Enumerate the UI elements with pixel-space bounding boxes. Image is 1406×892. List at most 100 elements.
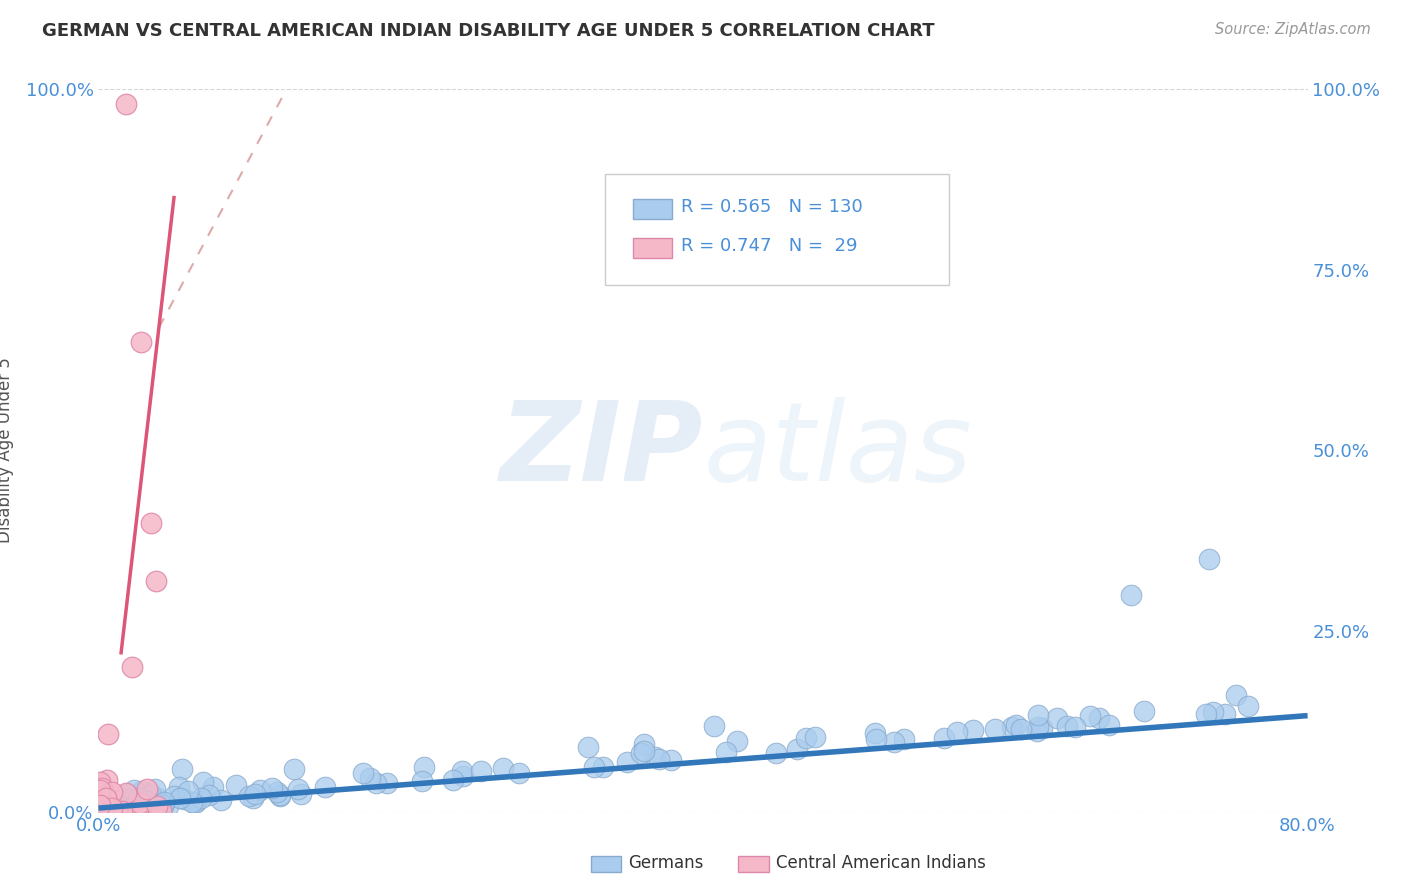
Point — [648, 752, 671, 766]
Point — [97, 727, 120, 741]
Point — [105, 802, 128, 816]
Point — [1010, 723, 1032, 737]
Point — [135, 794, 157, 808]
Point — [1201, 706, 1223, 720]
Point — [114, 786, 136, 800]
Point — [141, 516, 163, 530]
Point — [225, 778, 247, 792]
Point — [111, 795, 134, 809]
Point — [173, 791, 195, 805]
Point — [128, 797, 150, 812]
Point — [90, 804, 112, 818]
Point — [290, 787, 312, 801]
Point — [260, 781, 283, 796]
Point — [93, 802, 115, 816]
Text: ZIP: ZIP — [499, 397, 703, 504]
Point — [190, 790, 212, 805]
Point — [269, 788, 291, 802]
Point — [93, 797, 115, 812]
Point — [89, 801, 111, 815]
Point — [143, 798, 166, 813]
Point — [146, 790, 169, 805]
Point — [492, 761, 515, 775]
Point — [962, 723, 984, 737]
Point — [127, 803, 149, 817]
Point — [1026, 720, 1049, 734]
Point — [143, 781, 166, 796]
Point — [786, 742, 808, 756]
Point — [242, 791, 264, 805]
Point — [135, 798, 157, 813]
Point — [111, 804, 134, 818]
Point — [129, 334, 152, 349]
Point — [630, 746, 652, 760]
Point — [111, 800, 134, 814]
Point — [156, 798, 179, 813]
Point — [1213, 706, 1236, 721]
Point — [1080, 709, 1102, 723]
Point — [148, 796, 170, 810]
Point — [89, 797, 111, 812]
Point — [1198, 551, 1220, 566]
Point — [201, 780, 224, 794]
Point — [198, 789, 221, 803]
Point — [359, 771, 381, 785]
Point — [96, 791, 118, 805]
Point — [364, 776, 387, 790]
Point — [143, 793, 166, 807]
Point — [633, 744, 655, 758]
Point — [184, 795, 207, 809]
Point — [94, 799, 117, 814]
Point — [129, 798, 152, 813]
Point — [703, 719, 725, 733]
Point — [163, 789, 186, 803]
Point — [644, 750, 666, 764]
Point — [865, 732, 887, 747]
Point — [1098, 717, 1121, 731]
Point — [1225, 689, 1247, 703]
Point — [352, 765, 374, 780]
Point — [150, 804, 173, 818]
Point — [112, 790, 135, 805]
Point — [932, 731, 955, 746]
Point — [93, 803, 115, 817]
Point — [131, 783, 153, 797]
Point — [451, 764, 474, 778]
Point — [314, 780, 336, 794]
Text: R = 0.747   N =  29: R = 0.747 N = 29 — [681, 237, 858, 255]
Point — [984, 723, 1007, 737]
Point — [863, 725, 886, 739]
Point — [508, 766, 530, 780]
Text: GERMAN VS CENTRAL AMERICAN INDIAN DISABILITY AGE UNDER 5 CORRELATION CHART: GERMAN VS CENTRAL AMERICAN INDIAN DISABI… — [42, 22, 935, 40]
Point — [441, 773, 464, 788]
Point — [98, 801, 121, 815]
Point — [633, 737, 655, 751]
Point — [105, 803, 128, 817]
Point — [716, 745, 738, 759]
Point — [249, 782, 271, 797]
Point — [114, 96, 136, 111]
Point — [659, 753, 682, 767]
Point — [115, 788, 138, 802]
Point — [287, 781, 309, 796]
Point — [146, 799, 169, 814]
Point — [616, 756, 638, 770]
Point — [451, 769, 474, 783]
Point — [96, 797, 118, 811]
Point — [1031, 721, 1053, 735]
Point — [150, 797, 173, 812]
Point — [122, 801, 145, 815]
Point — [592, 760, 614, 774]
Point — [128, 799, 150, 814]
Point — [893, 732, 915, 747]
Point — [90, 780, 112, 795]
Point — [127, 791, 149, 805]
Point — [883, 735, 905, 749]
Point — [89, 774, 111, 789]
Point — [180, 795, 202, 809]
Point — [170, 762, 193, 776]
Point — [132, 797, 155, 812]
Point — [96, 772, 118, 787]
Point — [1064, 720, 1087, 734]
Point — [413, 760, 436, 774]
